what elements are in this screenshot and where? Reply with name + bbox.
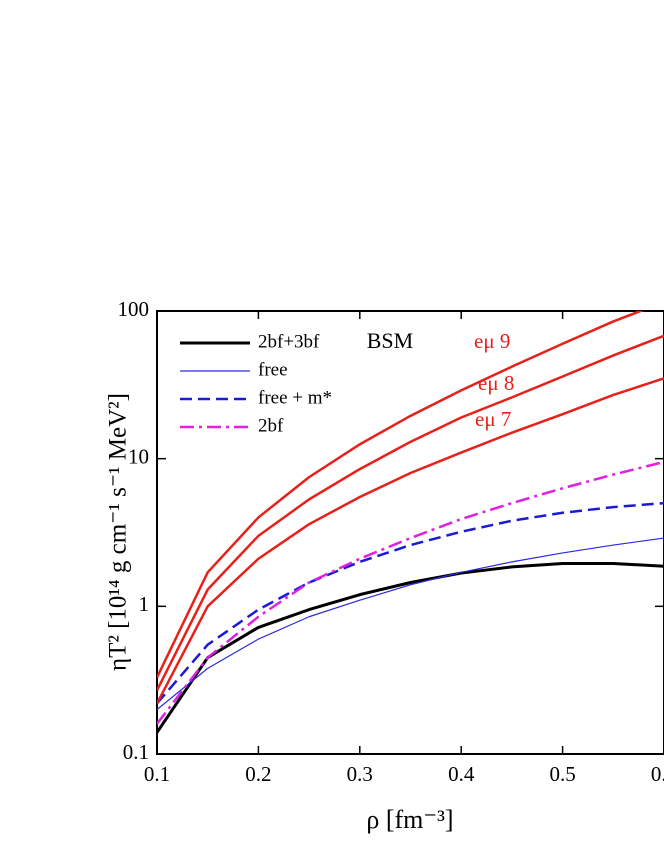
x-tick-label: 0.5 [549, 762, 575, 786]
y-tick-label: 0.1 [123, 740, 149, 764]
x-tick-label: 0.4 [448, 762, 475, 786]
curve-label: eμ 8 [478, 371, 514, 395]
legend-label: free [258, 359, 288, 380]
line-series [157, 311, 645, 678]
annotation: BSM [367, 328, 413, 353]
line-series [157, 501, 664, 705]
legend-label: 2bf+3bf [258, 331, 320, 352]
line-series [157, 537, 664, 711]
line-series [157, 460, 664, 725]
x-tick-label: 0.1 [144, 762, 170, 786]
y-tick-label: 10 [128, 444, 149, 468]
curve-label: eμ 9 [474, 329, 510, 353]
y-tick-label: 100 [118, 297, 150, 321]
plot-area [157, 311, 664, 734]
line-series [157, 334, 664, 691]
y-tick-label: 1 [139, 592, 150, 616]
x-axis-label: ρ [fm⁻³] [366, 805, 453, 834]
x-tick-label: 0.2 [245, 762, 271, 786]
line-series [157, 562, 664, 734]
y-axis-label: ηT² [10¹⁴ g cm⁻¹ s⁻¹ MeV²] [105, 393, 132, 671]
legend-label: free + m* [258, 387, 332, 408]
plot-frame [156, 310, 664, 755]
x-tick-label: 0.3 [347, 762, 373, 786]
line-series [157, 377, 664, 705]
x-tick-label: 0.6 [651, 762, 664, 786]
legend-label: 2bf [258, 415, 284, 436]
curve-label: eμ 7 [475, 407, 511, 431]
